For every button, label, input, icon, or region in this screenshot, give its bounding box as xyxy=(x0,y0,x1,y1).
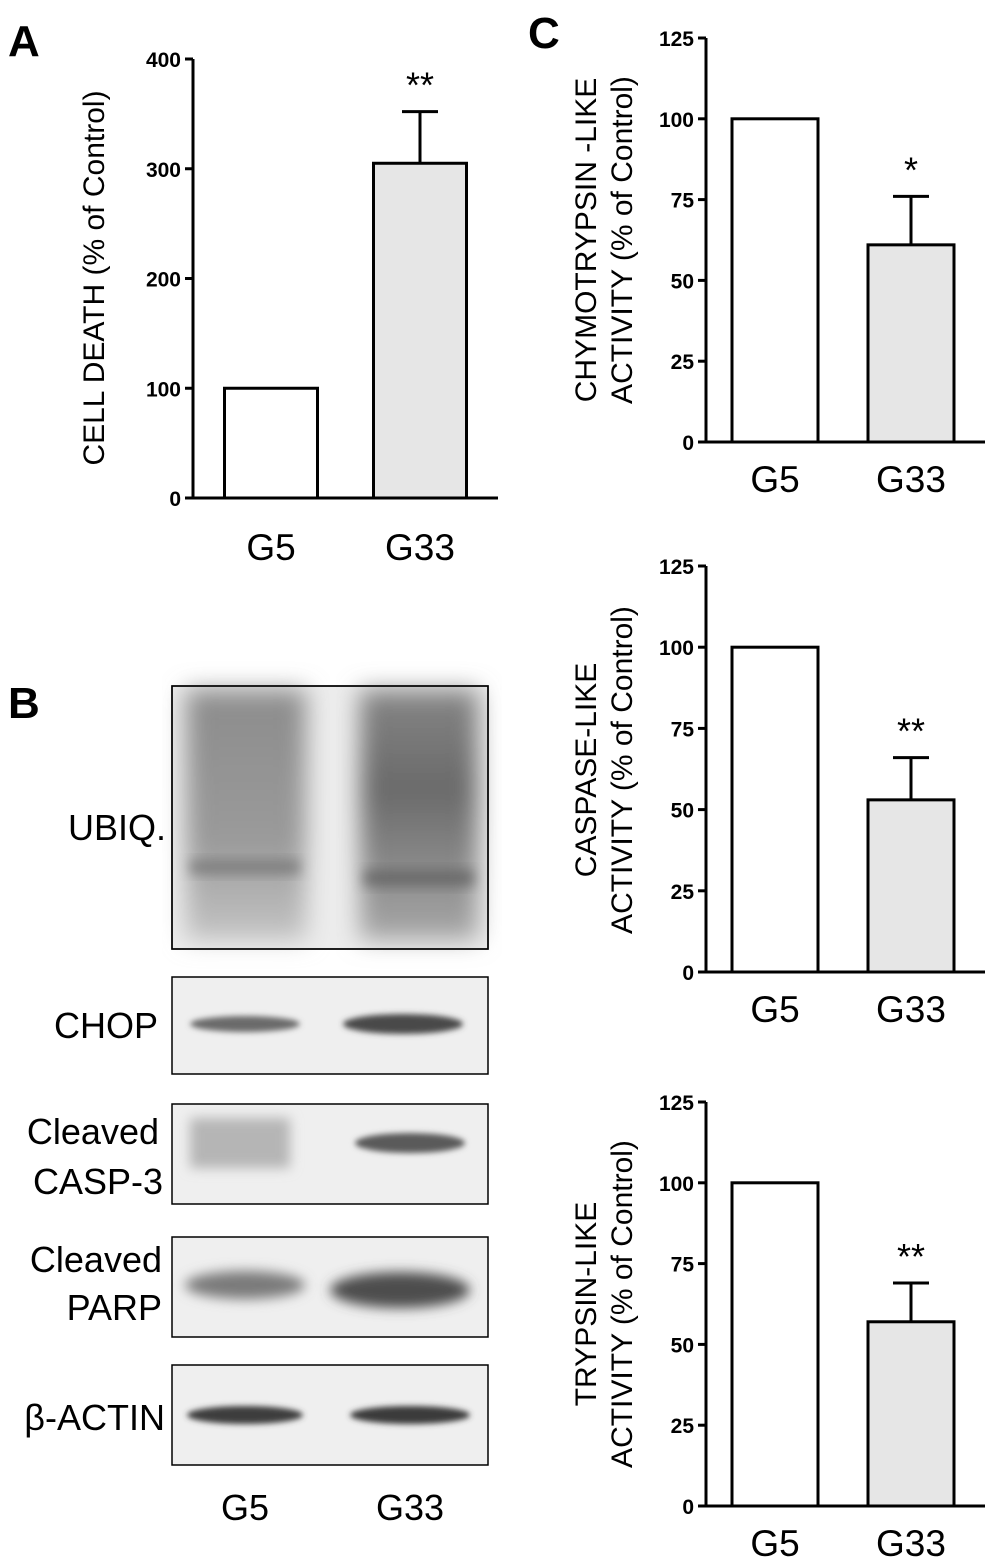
category-label: G5 xyxy=(750,989,799,1030)
blot-actin: β-ACTIN xyxy=(24,1364,489,1466)
category-label: G5 xyxy=(750,459,799,500)
bar-g33 xyxy=(866,1320,956,1508)
y-tick-label: 75 xyxy=(671,718,695,741)
category-label: G5 xyxy=(246,527,295,568)
y-axis-label-line: ACTIVITY (% of Control) xyxy=(606,76,639,404)
blot-label-chop: CHOP xyxy=(54,1005,158,1046)
y-tick-label: 25 xyxy=(671,881,695,904)
significance-marker: ** xyxy=(897,1236,925,1277)
y-tick-label: 50 xyxy=(671,800,694,823)
western-blot: UBIQ. CHOP Cleaved CASP-3 Cleaved PARP xyxy=(24,685,489,1528)
y-tick-label: 0 xyxy=(682,962,694,985)
y-tick-label: 50 xyxy=(671,1334,694,1357)
significance-marker: ** xyxy=(897,711,925,752)
y-tick-label: 400 xyxy=(146,49,181,72)
y-tick-label: 100 xyxy=(659,637,694,660)
category-label: G33 xyxy=(876,459,946,500)
category-label: G33 xyxy=(876,1523,946,1564)
category-label: G33 xyxy=(385,527,455,568)
panel-letter-c: C xyxy=(528,9,560,58)
y-axis-label-line: ACTIVITY (% of Control) xyxy=(606,1140,639,1468)
blot-label-casp3-line2: CASP-3 xyxy=(33,1161,163,1202)
blot-casp3: Cleaved CASP-3 xyxy=(27,1103,489,1205)
y-tick-label: 0 xyxy=(169,488,181,511)
bar-g33 xyxy=(866,243,956,444)
bar-g33 xyxy=(866,798,956,974)
bar-g5 xyxy=(223,386,319,500)
blot-parp: Cleaved PARP xyxy=(30,1236,489,1338)
blot-lane-g33: G33 xyxy=(376,1487,444,1528)
significance-marker: * xyxy=(904,149,918,190)
y-tick-label: 0 xyxy=(682,432,694,455)
caspase-activity-chart: 0 25 50 75 100 125 G5 G33 ** CASPASE-LIKE ACTIVITY… xyxy=(570,556,985,1030)
bar-g5 xyxy=(730,117,820,444)
y-axis-label-line: ACTIVITY (% of Control) xyxy=(606,606,639,934)
panel-letter-b: B xyxy=(8,679,40,728)
y-axis-label-line: CHYMOTRYPSIN -LIKE xyxy=(570,78,603,403)
blot-label-actin: β-ACTIN xyxy=(24,1397,165,1438)
y-tick-label: 25 xyxy=(671,1415,695,1438)
y-tick-label: 100 xyxy=(659,1173,694,1196)
blot-label-parp-line1: Cleaved xyxy=(30,1239,162,1280)
y-tick-label: 125 xyxy=(659,1092,694,1115)
category-label: G5 xyxy=(750,1523,799,1564)
y-tick-label: 200 xyxy=(146,269,181,292)
y-tick-label: 100 xyxy=(146,378,181,401)
y-axis-label-line: CASPASE-LIKE xyxy=(570,663,603,878)
significance-marker: ** xyxy=(406,65,434,106)
y-tick-label: 75 xyxy=(671,1254,695,1277)
bar-g5 xyxy=(730,645,820,974)
chymotrypsin-activity-chart: 0 25 50 75 100 125 G5 G33 * CHYMOTRYPSIN -LIKE ACT… xyxy=(570,28,985,500)
y-tick-label: 75 xyxy=(671,190,695,213)
y-tick-label: 50 xyxy=(671,270,694,293)
y-tick-label: 125 xyxy=(659,28,694,51)
y-axis-label: CELL DEATH (% of Control) xyxy=(78,90,111,465)
y-axis-label-line: TRYPSIN-LIKE xyxy=(570,1202,603,1407)
y-tick-label: 100 xyxy=(659,109,694,132)
blot-label-casp3-line1: Cleaved xyxy=(27,1111,159,1152)
bar-g33 xyxy=(372,161,468,500)
cell-death-chart: 0 100 200 300 400 G5 G33 ** CELL DEATH (% of Con… xyxy=(78,49,498,568)
y-tick-label: 300 xyxy=(146,159,181,182)
y-tick-label: 0 xyxy=(682,1496,694,1519)
panel-letter-a: A xyxy=(8,17,40,66)
blot-chop: CHOP xyxy=(54,976,489,1075)
blot-lane-g5: G5 xyxy=(221,1487,269,1528)
y-tick-label: 25 xyxy=(671,351,695,374)
bar-g5 xyxy=(730,1181,820,1508)
trypsin-activity-chart: 0 25 50 75 100 125 G5 G33 ** TRYPSIN-LIKE ACTIVITY… xyxy=(570,1092,985,1564)
y-tick-label: 125 xyxy=(659,556,694,579)
blot-label-parp-line2: PARP xyxy=(67,1287,162,1328)
blot-ubiq: UBIQ. xyxy=(68,685,489,950)
blot-label-ubiq: UBIQ. xyxy=(68,807,166,848)
category-label: G33 xyxy=(876,989,946,1030)
